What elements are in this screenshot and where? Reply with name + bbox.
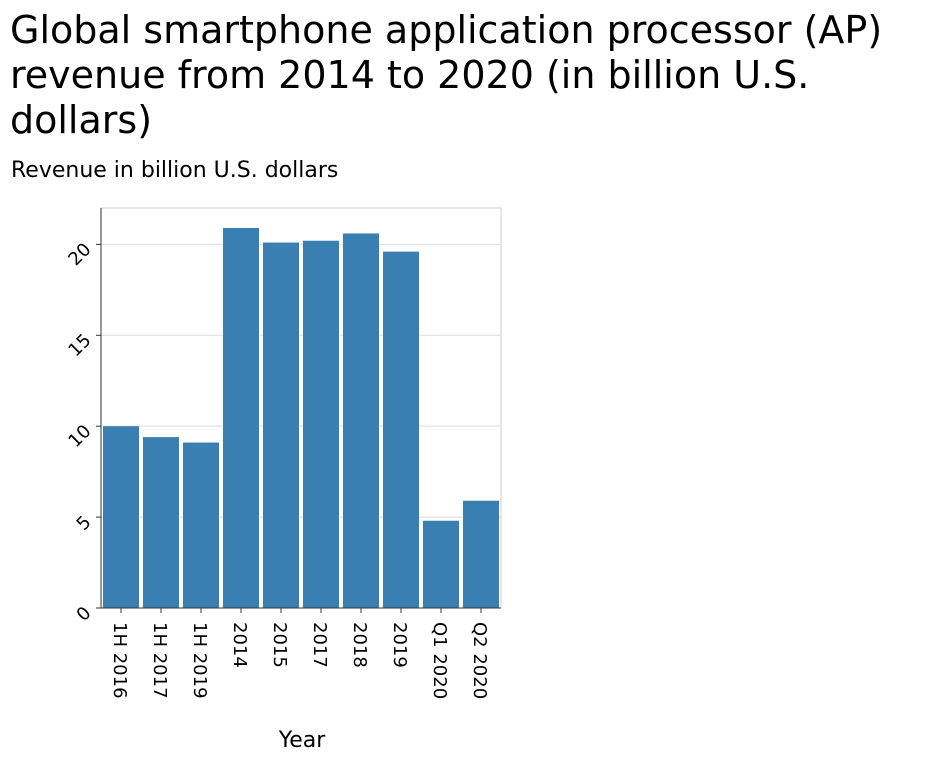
- x-axis-title: Year: [278, 728, 327, 753]
- bar: [463, 500, 499, 608]
- x-tick-label: Q2 2020: [469, 622, 490, 699]
- bar: [143, 437, 179, 608]
- bar: [303, 240, 339, 608]
- bar: [183, 442, 219, 608]
- bar: [103, 426, 139, 608]
- bar: [223, 228, 259, 608]
- y-tick-label: 0: [73, 603, 96, 626]
- x-tick-label: 2019: [389, 622, 410, 668]
- x-tick-label: 2017: [309, 622, 330, 668]
- y-tick-label: 20: [64, 239, 95, 270]
- bar: [383, 251, 419, 609]
- x-tick-label: 2014: [229, 622, 250, 668]
- x-tick-label: 2018: [349, 622, 370, 668]
- x-ticks: 1H 2016 1H 2017 1H 2019 2014 2015 2017 2018 201…: [109, 608, 490, 699]
- x-tick-label: Q1 2020: [429, 622, 450, 699]
- x-tick-label: 1H 2016: [109, 622, 130, 699]
- bar: [343, 233, 379, 609]
- chart-title: Global smartphone application processor …: [10, 8, 883, 142]
- bar: [263, 242, 299, 608]
- x-tick-label: 1H 2019: [189, 622, 210, 699]
- bar: [423, 520, 459, 608]
- y-tick-label: 10: [64, 421, 95, 452]
- y-tick-label: 5: [73, 512, 96, 535]
- x-tick-label: 2015: [269, 622, 290, 668]
- x-tick-label: 1H 2017: [149, 622, 170, 699]
- bars: [103, 228, 499, 609]
- y-ticks: 0 5 10 15 20: [64, 239, 101, 626]
- y-axis-label: Revenue in billion U.S. dollars: [11, 158, 339, 183]
- y-tick-label: 15: [64, 330, 95, 361]
